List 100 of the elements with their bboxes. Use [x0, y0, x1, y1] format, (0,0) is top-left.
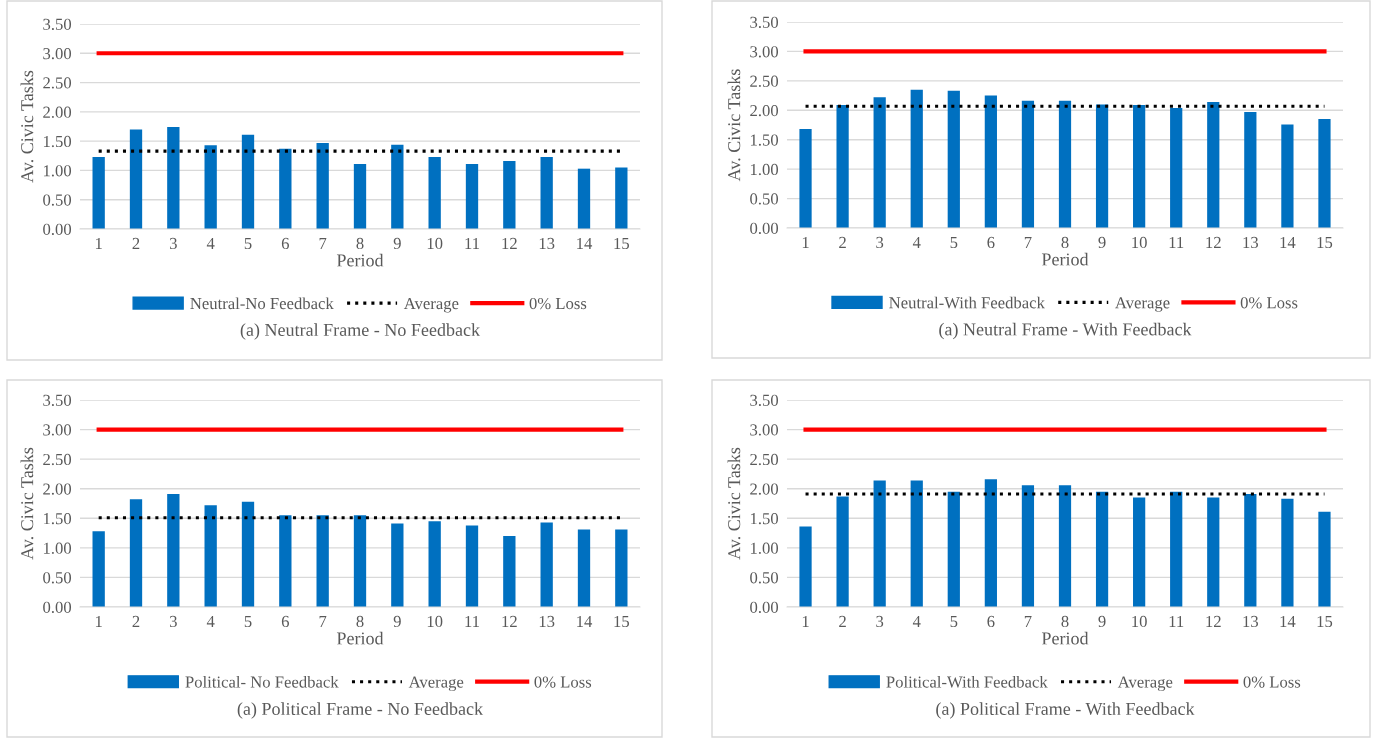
- x-tick-label: 8: [356, 615, 364, 628]
- x-tick-label: 7: [319, 615, 327, 627]
- x-tick-label: 1: [802, 615, 809, 627]
- legend-label: 0% Loss: [1240, 297, 1298, 309]
- bar: [204, 145, 217, 229]
- bar: [241, 501, 255, 607]
- x-tick-label: 7: [1024, 615, 1032, 627]
- bar: [129, 499, 143, 607]
- y-tick-label: 3.00: [43, 424, 72, 436]
- bar: [836, 104, 849, 228]
- legend-label: Average: [1115, 297, 1170, 312]
- x-tick-label: 14: [1280, 615, 1296, 627]
- bar: [947, 491, 960, 607]
- x-tick-label: 6: [987, 615, 995, 628]
- x-tick-label: 7: [1024, 236, 1032, 248]
- x-tick-label: 3: [876, 236, 884, 249]
- bar: [910, 89, 923, 228]
- y-tick-label: 1.00: [750, 163, 779, 176]
- bar: [577, 529, 591, 607]
- bar: [279, 515, 292, 607]
- y-tick-label: 0.00: [43, 601, 72, 614]
- y-tick-label: 0.50: [750, 572, 779, 584]
- x-tick-label: 13: [1243, 236, 1259, 249]
- bar: [799, 526, 812, 607]
- bar: [204, 505, 217, 607]
- x-tick-label: 6: [281, 237, 289, 250]
- x-tick-label: 9: [1098, 615, 1106, 628]
- x-axis-title: Period: [336, 631, 384, 645]
- x-tick-label: 11: [465, 237, 480, 249]
- x-tick-label: 3: [169, 237, 177, 250]
- y-tick-label: 1.00: [43, 165, 72, 177]
- x-tick-label: 5: [244, 237, 252, 250]
- bar: [391, 523, 404, 607]
- bar: [1095, 104, 1109, 228]
- bar: [1133, 104, 1146, 228]
- x-tick-label: 5: [950, 615, 958, 628]
- bar: [391, 144, 404, 229]
- x-tick-label: 14: [577, 237, 593, 249]
- x-tick-label: 9: [393, 615, 401, 628]
- legend-label: Neutral-With Feedback: [889, 296, 1045, 309]
- x-tick-label: 2: [839, 236, 846, 248]
- bar: [1244, 112, 1257, 228]
- bar: [1021, 485, 1035, 607]
- text: (a) Neutral Frame - No Feedback: [240, 323, 481, 340]
- bar: [1170, 491, 1183, 607]
- y-tick-label: 2.50: [43, 453, 72, 466]
- bar: [1133, 497, 1146, 607]
- x-tick-label: 12: [1206, 236, 1221, 248]
- bar: [503, 161, 516, 229]
- legend-label: 0% Loss: [534, 676, 592, 688]
- x-tick-label: 6: [281, 615, 289, 628]
- y-tick-label: 0.00: [750, 601, 779, 614]
- x-tick-label: 8: [1061, 236, 1069, 249]
- bar: [1318, 511, 1331, 607]
- y-tick-label: 0.50: [43, 194, 72, 206]
- x-tick-label: 6: [987, 236, 995, 249]
- x-tick-label: 10: [427, 615, 443, 628]
- x-tick-label: 15: [1317, 236, 1333, 249]
- y-tick-label: 2.50: [43, 77, 72, 89]
- bar: [316, 142, 329, 229]
- x-axis-title: Period: [1041, 252, 1089, 266]
- y-axis-title: Av. Civic Tasks: [727, 447, 741, 560]
- x-tick-label: 8: [1061, 615, 1069, 628]
- y-tick-label: 1.00: [750, 542, 779, 554]
- bar: [984, 95, 997, 228]
- y-tick-label: 3.50: [43, 394, 72, 407]
- bar: [465, 525, 479, 607]
- x-tick-label: 12: [502, 237, 517, 249]
- bar: [1058, 100, 1072, 228]
- legend-label: Political-With Feedback: [886, 675, 1048, 688]
- x-tick-label: 9: [1098, 236, 1106, 249]
- bar: [167, 494, 180, 607]
- x-tick-label: 13: [539, 237, 555, 250]
- y-tick-label: 0.00: [750, 222, 779, 235]
- text: (a) Political Frame - With Feedback: [936, 702, 1195, 719]
- bar: [1095, 491, 1109, 607]
- x-tick-label: 8: [356, 237, 364, 250]
- y-tick-label: 1.50: [43, 135, 72, 148]
- x-tick-label: 11: [1169, 615, 1184, 627]
- bar: [503, 536, 516, 607]
- x-tick-label: 4: [912, 615, 921, 627]
- bar: [241, 134, 255, 229]
- bar: [910, 480, 923, 607]
- bar: [1021, 100, 1035, 228]
- x-tick-label: 11: [465, 615, 480, 627]
- y-tick-label: 3.50: [750, 16, 779, 29]
- x-tick-label: 15: [614, 615, 630, 628]
- y-axis-title: Av. Civic Tasks: [727, 69, 741, 182]
- bar: [799, 129, 812, 228]
- bar: [836, 496, 849, 607]
- bar: [1281, 498, 1294, 607]
- bar: [353, 515, 367, 607]
- y-axis-title: Av. Civic Tasks: [20, 70, 34, 183]
- bar: [540, 522, 553, 607]
- bar: [615, 167, 628, 229]
- bar: [92, 156, 105, 229]
- bar: [1058, 485, 1072, 607]
- y-tick-label: 2.50: [750, 75, 779, 87]
- x-tick-label: 10: [1132, 236, 1147, 249]
- y-tick-label: 2.00: [43, 483, 72, 495]
